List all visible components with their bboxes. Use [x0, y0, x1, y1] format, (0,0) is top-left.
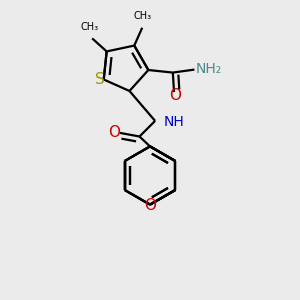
Text: O: O	[144, 198, 156, 213]
Text: CH₃: CH₃	[80, 22, 98, 32]
Text: NH: NH	[164, 116, 184, 129]
Text: O: O	[108, 125, 120, 140]
Text: NH₂: NH₂	[196, 62, 222, 76]
Text: O: O	[169, 88, 181, 103]
Text: S: S	[95, 72, 105, 87]
Text: CH₃: CH₃	[133, 11, 151, 21]
